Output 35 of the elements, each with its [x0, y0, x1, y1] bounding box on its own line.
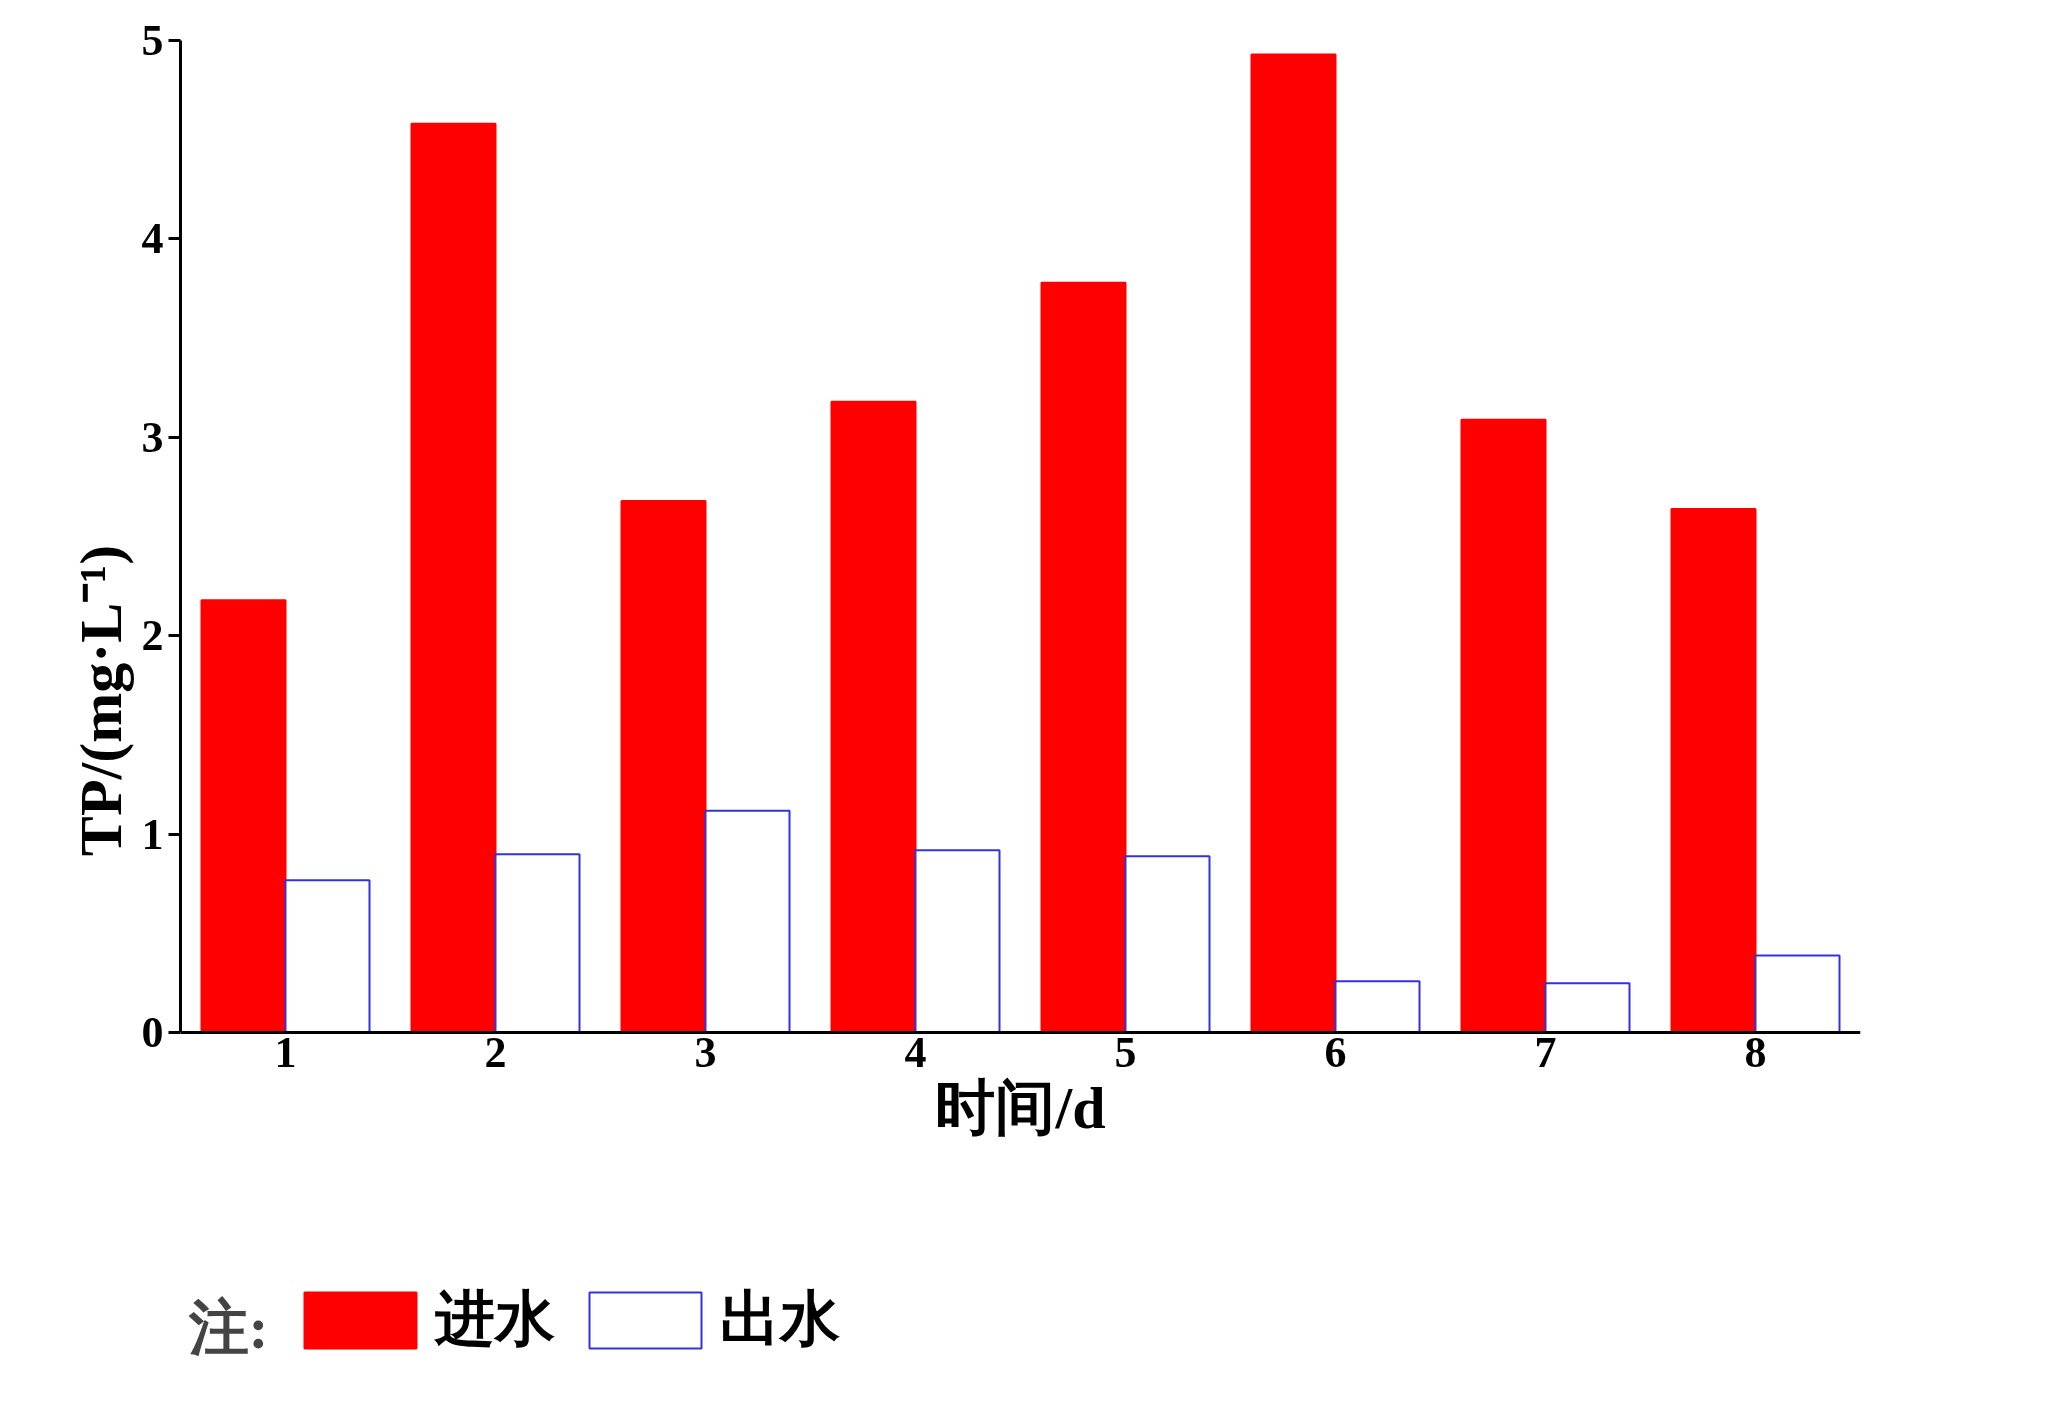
x-axis-title: 时间/d [935, 1074, 1106, 1141]
legend-label: 进水 [435, 1285, 555, 1354]
y-tick-label: 2 [141, 611, 164, 661]
bar [200, 599, 287, 1034]
bar [1460, 418, 1547, 1034]
bar [1670, 507, 1757, 1034]
bar [284, 879, 371, 1034]
x-tick-label: 4 [904, 1027, 927, 1077]
bar [1250, 53, 1337, 1034]
x-tick-label: 6 [1324, 1027, 1347, 1077]
bar [704, 809, 791, 1034]
bar [914, 849, 1001, 1034]
bar [494, 853, 581, 1034]
y-tick-label: 3 [141, 412, 164, 462]
legend-title: 注: [187, 1294, 269, 1361]
x-tick-label: 7 [1534, 1027, 1557, 1077]
y-tick-label: 0 [141, 1008, 164, 1058]
bar [1334, 980, 1421, 1034]
y-tick-label: 4 [141, 214, 164, 264]
bar [1754, 954, 1841, 1034]
x-tick-label: 5 [1114, 1027, 1137, 1077]
y-tick-label: 5 [141, 16, 164, 65]
x-tick-label: 1 [274, 1027, 297, 1077]
bar [1544, 982, 1631, 1034]
x-tick-label: 8 [1744, 1027, 1767, 1077]
legend-label: 出水 [720, 1285, 840, 1354]
y-axis-title: TP/(mg·L⁻¹) [67, 544, 134, 857]
y-tick-label: 1 [141, 809, 164, 859]
bar [410, 122, 497, 1034]
bar [620, 500, 707, 1034]
x-tick-label: 3 [694, 1027, 717, 1077]
bar [830, 400, 917, 1034]
bar [1124, 855, 1211, 1034]
x-tick-label: 2 [484, 1027, 507, 1077]
bar [1040, 281, 1127, 1034]
